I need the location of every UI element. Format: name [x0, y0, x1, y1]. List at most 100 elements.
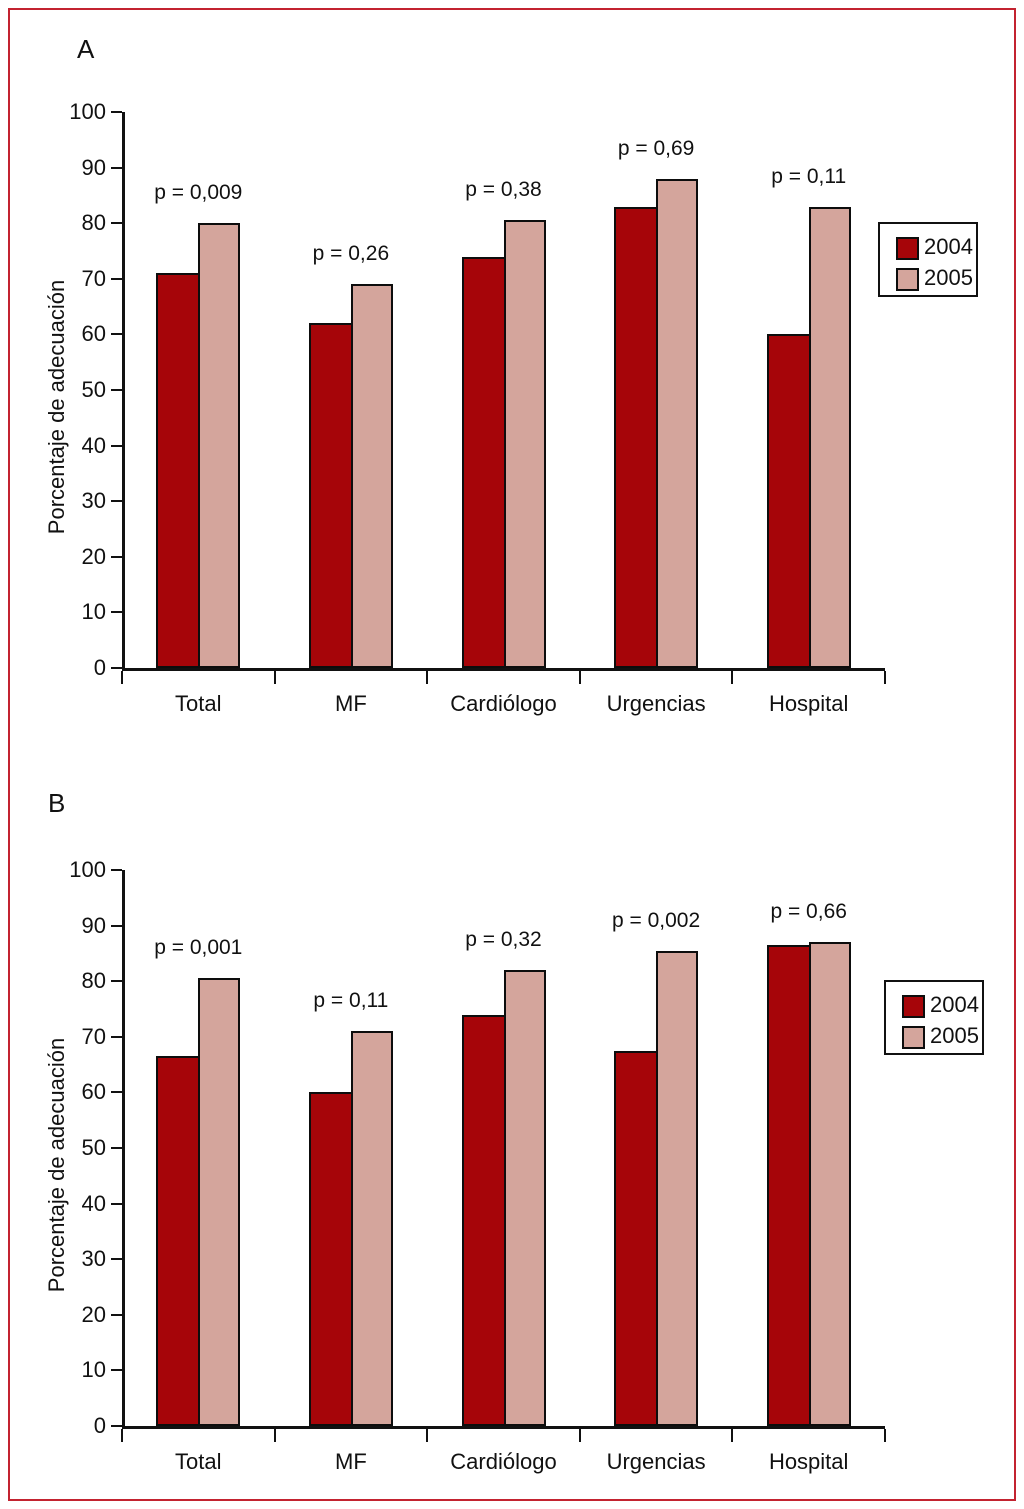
legend-swatch-2005: [896, 268, 919, 291]
y-tick: [111, 924, 122, 927]
category-label: Total: [175, 691, 222, 716]
y-tick: [111, 1035, 122, 1038]
category-label: Urgencias: [606, 691, 706, 716]
y-tick-label: 100: [69, 857, 106, 882]
category-label: Total: [175, 1449, 222, 1474]
y-tick: [111, 111, 122, 113]
y-tick: [111, 611, 122, 614]
y-tick: [111, 555, 122, 558]
y-tick: [111, 277, 122, 280]
y-tick: [111, 1313, 122, 1316]
bar-2004: [308, 1092, 353, 1426]
x-boundary-tick: [273, 671, 276, 684]
bar-2005: [503, 970, 546, 1426]
y-tick-label: 50: [81, 1135, 106, 1160]
legend-label-2005: 2005: [930, 1023, 979, 1048]
y-tick-label: 0: [93, 1413, 106, 1438]
bar-2004: [461, 1015, 506, 1426]
p-value-label: p = 0,001: [154, 936, 243, 959]
y-tick-label: 20: [81, 1301, 106, 1327]
x-boundary-tick: [731, 1429, 734, 1442]
bar-2004: [461, 257, 506, 668]
y-tick-label: 0: [93, 655, 106, 680]
y-tick-label: 20: [81, 543, 106, 569]
legend-swatch-2004: [902, 995, 925, 1018]
y-tick: [111, 333, 122, 336]
y-tick: [111, 1091, 122, 1094]
bar-2005: [808, 942, 851, 1426]
p-value-label: p = 0,002: [612, 909, 701, 932]
x-boundary-tick: [731, 671, 734, 684]
x-boundary-tick: [426, 1429, 429, 1442]
y-tick: [111, 667, 122, 669]
p-value-label: p = 0,26: [312, 242, 390, 265]
y-tick-label: 70: [81, 265, 106, 291]
legend-swatch-2005: [902, 1026, 925, 1049]
y-tick: [111, 869, 122, 871]
legend-label-2005: 2005: [924, 265, 973, 290]
y-tick-label: 80: [81, 210, 106, 236]
bar-2005: [808, 207, 851, 668]
panel-a: A Porcentaje de adecuación 0 10 20 30 40 50 60 70…: [0, 0, 1024, 751]
p-value-label: p = 0,11: [771, 165, 847, 188]
bar-2005: [198, 223, 241, 668]
category-label: Hospital: [768, 1449, 849, 1474]
x-boundary-tick: [884, 671, 886, 684]
y-tick: [111, 222, 122, 225]
bar-2004: [156, 273, 201, 668]
bar-2005: [350, 1031, 393, 1426]
y-tick-label: 30: [81, 488, 106, 514]
p-value-label: p = 0,38: [465, 178, 542, 201]
bar-2005: [656, 951, 699, 1426]
x-boundary-tick: [578, 671, 581, 684]
bar-2005: [656, 179, 699, 668]
p-value-label: p = 0,009: [154, 181, 243, 204]
y-tick-label: 100: [69, 99, 106, 124]
bar-2005: [198, 978, 241, 1426]
y-tick-label: 60: [81, 1079, 106, 1105]
x-boundary-tick: [884, 1429, 886, 1442]
y-tick: [111, 1202, 122, 1205]
bar-2004: [766, 334, 811, 668]
bar-2004: [766, 945, 811, 1426]
bar-2004: [156, 1056, 201, 1426]
y-tick: [111, 1369, 122, 1372]
y-tick-label: 50: [81, 377, 106, 402]
category-label: Urgencias: [606, 1449, 706, 1474]
legend-label-2004: 2004: [924, 234, 973, 259]
y-tick: [111, 500, 122, 503]
bar-2005: [503, 220, 546, 668]
panel-label: A: [77, 34, 95, 64]
category-label: Cardiólogo: [450, 691, 557, 716]
y-tick: [111, 166, 122, 169]
y-tick: [111, 444, 122, 447]
y-tick-label: 40: [81, 1190, 106, 1216]
p-value-label: p = 0,11: [313, 989, 389, 1012]
bar-2004: [614, 1051, 659, 1426]
y-tick: [111, 1258, 122, 1261]
p-value-label: p = 0,32: [465, 928, 542, 951]
y-tick: [111, 1425, 122, 1427]
x-boundary-tick: [273, 1429, 276, 1442]
x-boundary-tick: [121, 671, 123, 684]
category-label: MF: [335, 691, 367, 716]
y-tick-label: 60: [81, 321, 106, 347]
panel-label: B: [48, 788, 66, 818]
y-tick-label: 30: [81, 1246, 106, 1272]
legend: 2004 2005: [878, 222, 978, 297]
p-value-label: p = 0,69: [617, 137, 695, 160]
y-tick: [111, 389, 122, 391]
category-label: Hospital: [768, 691, 849, 716]
y-tick-label: 90: [81, 154, 106, 180]
category-label: Cardiólogo: [450, 1449, 557, 1474]
panel-b: B Porcentaje de adecuación 0 10 20 30 40 50 60 70…: [0, 758, 1024, 1509]
y-tick: [111, 980, 122, 983]
y-axis-line: [122, 112, 125, 671]
y-tick-label: 40: [81, 432, 106, 458]
y-tick-label: 80: [81, 968, 106, 994]
y-tick: [111, 1147, 122, 1149]
p-value-label: p = 0,66: [770, 900, 847, 923]
y-axis-line: [122, 870, 125, 1429]
bar-2005: [350, 284, 393, 668]
